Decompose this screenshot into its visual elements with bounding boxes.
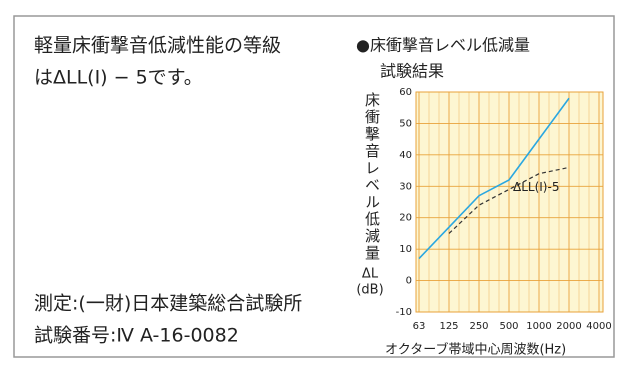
x-tick-label: 250 xyxy=(469,321,488,332)
y-axis-label: 床衝撃音レベル低減量 xyxy=(363,92,381,262)
y-tick-label: 40 xyxy=(399,150,412,161)
plot-background xyxy=(415,91,604,313)
header-line: はΔLL(I) − 5です。 xyxy=(34,67,203,89)
chart-title: ●床衝撃音レベル低減量 xyxy=(356,36,530,55)
x-tick-label: 125 xyxy=(439,321,458,332)
line-label: ΔLL(I)-5 xyxy=(513,180,559,194)
footer-line: 測定:(一財)日本建築総合試験所 xyxy=(34,293,302,315)
x-tick-label: 63 xyxy=(413,321,426,332)
y-tick-label: -10 xyxy=(396,307,412,318)
y-tick-label: 0 xyxy=(406,276,412,287)
data-line xyxy=(448,166,570,234)
x-tick-label: 1000 xyxy=(526,321,551,332)
y-axis-label: (dB) xyxy=(356,283,383,298)
x-axis-label: オクターブ帯域中心周波数(Hz) xyxy=(385,342,566,358)
y-tick-label: 10 xyxy=(399,244,412,255)
y-tick-label: 60 xyxy=(399,87,412,98)
y-tick-label: 50 xyxy=(399,118,412,129)
x-tick-label: 4000 xyxy=(586,321,611,332)
data-line xyxy=(418,97,570,260)
y-axis-label: ΔL xyxy=(362,267,379,282)
chart-subtitle: 試験結果 xyxy=(380,62,444,81)
x-tick-label: 2000 xyxy=(556,321,581,332)
y-tick-label: 20 xyxy=(399,213,412,224)
frame xyxy=(13,15,615,358)
header-line: 軽量床衝撃音低減性能の等級 xyxy=(34,35,281,57)
footer-line: 試験番号:Ⅳ A-16-0082 xyxy=(34,325,239,347)
y-tick-label: 30 xyxy=(399,181,412,192)
x-tick-label: 500 xyxy=(499,321,518,332)
